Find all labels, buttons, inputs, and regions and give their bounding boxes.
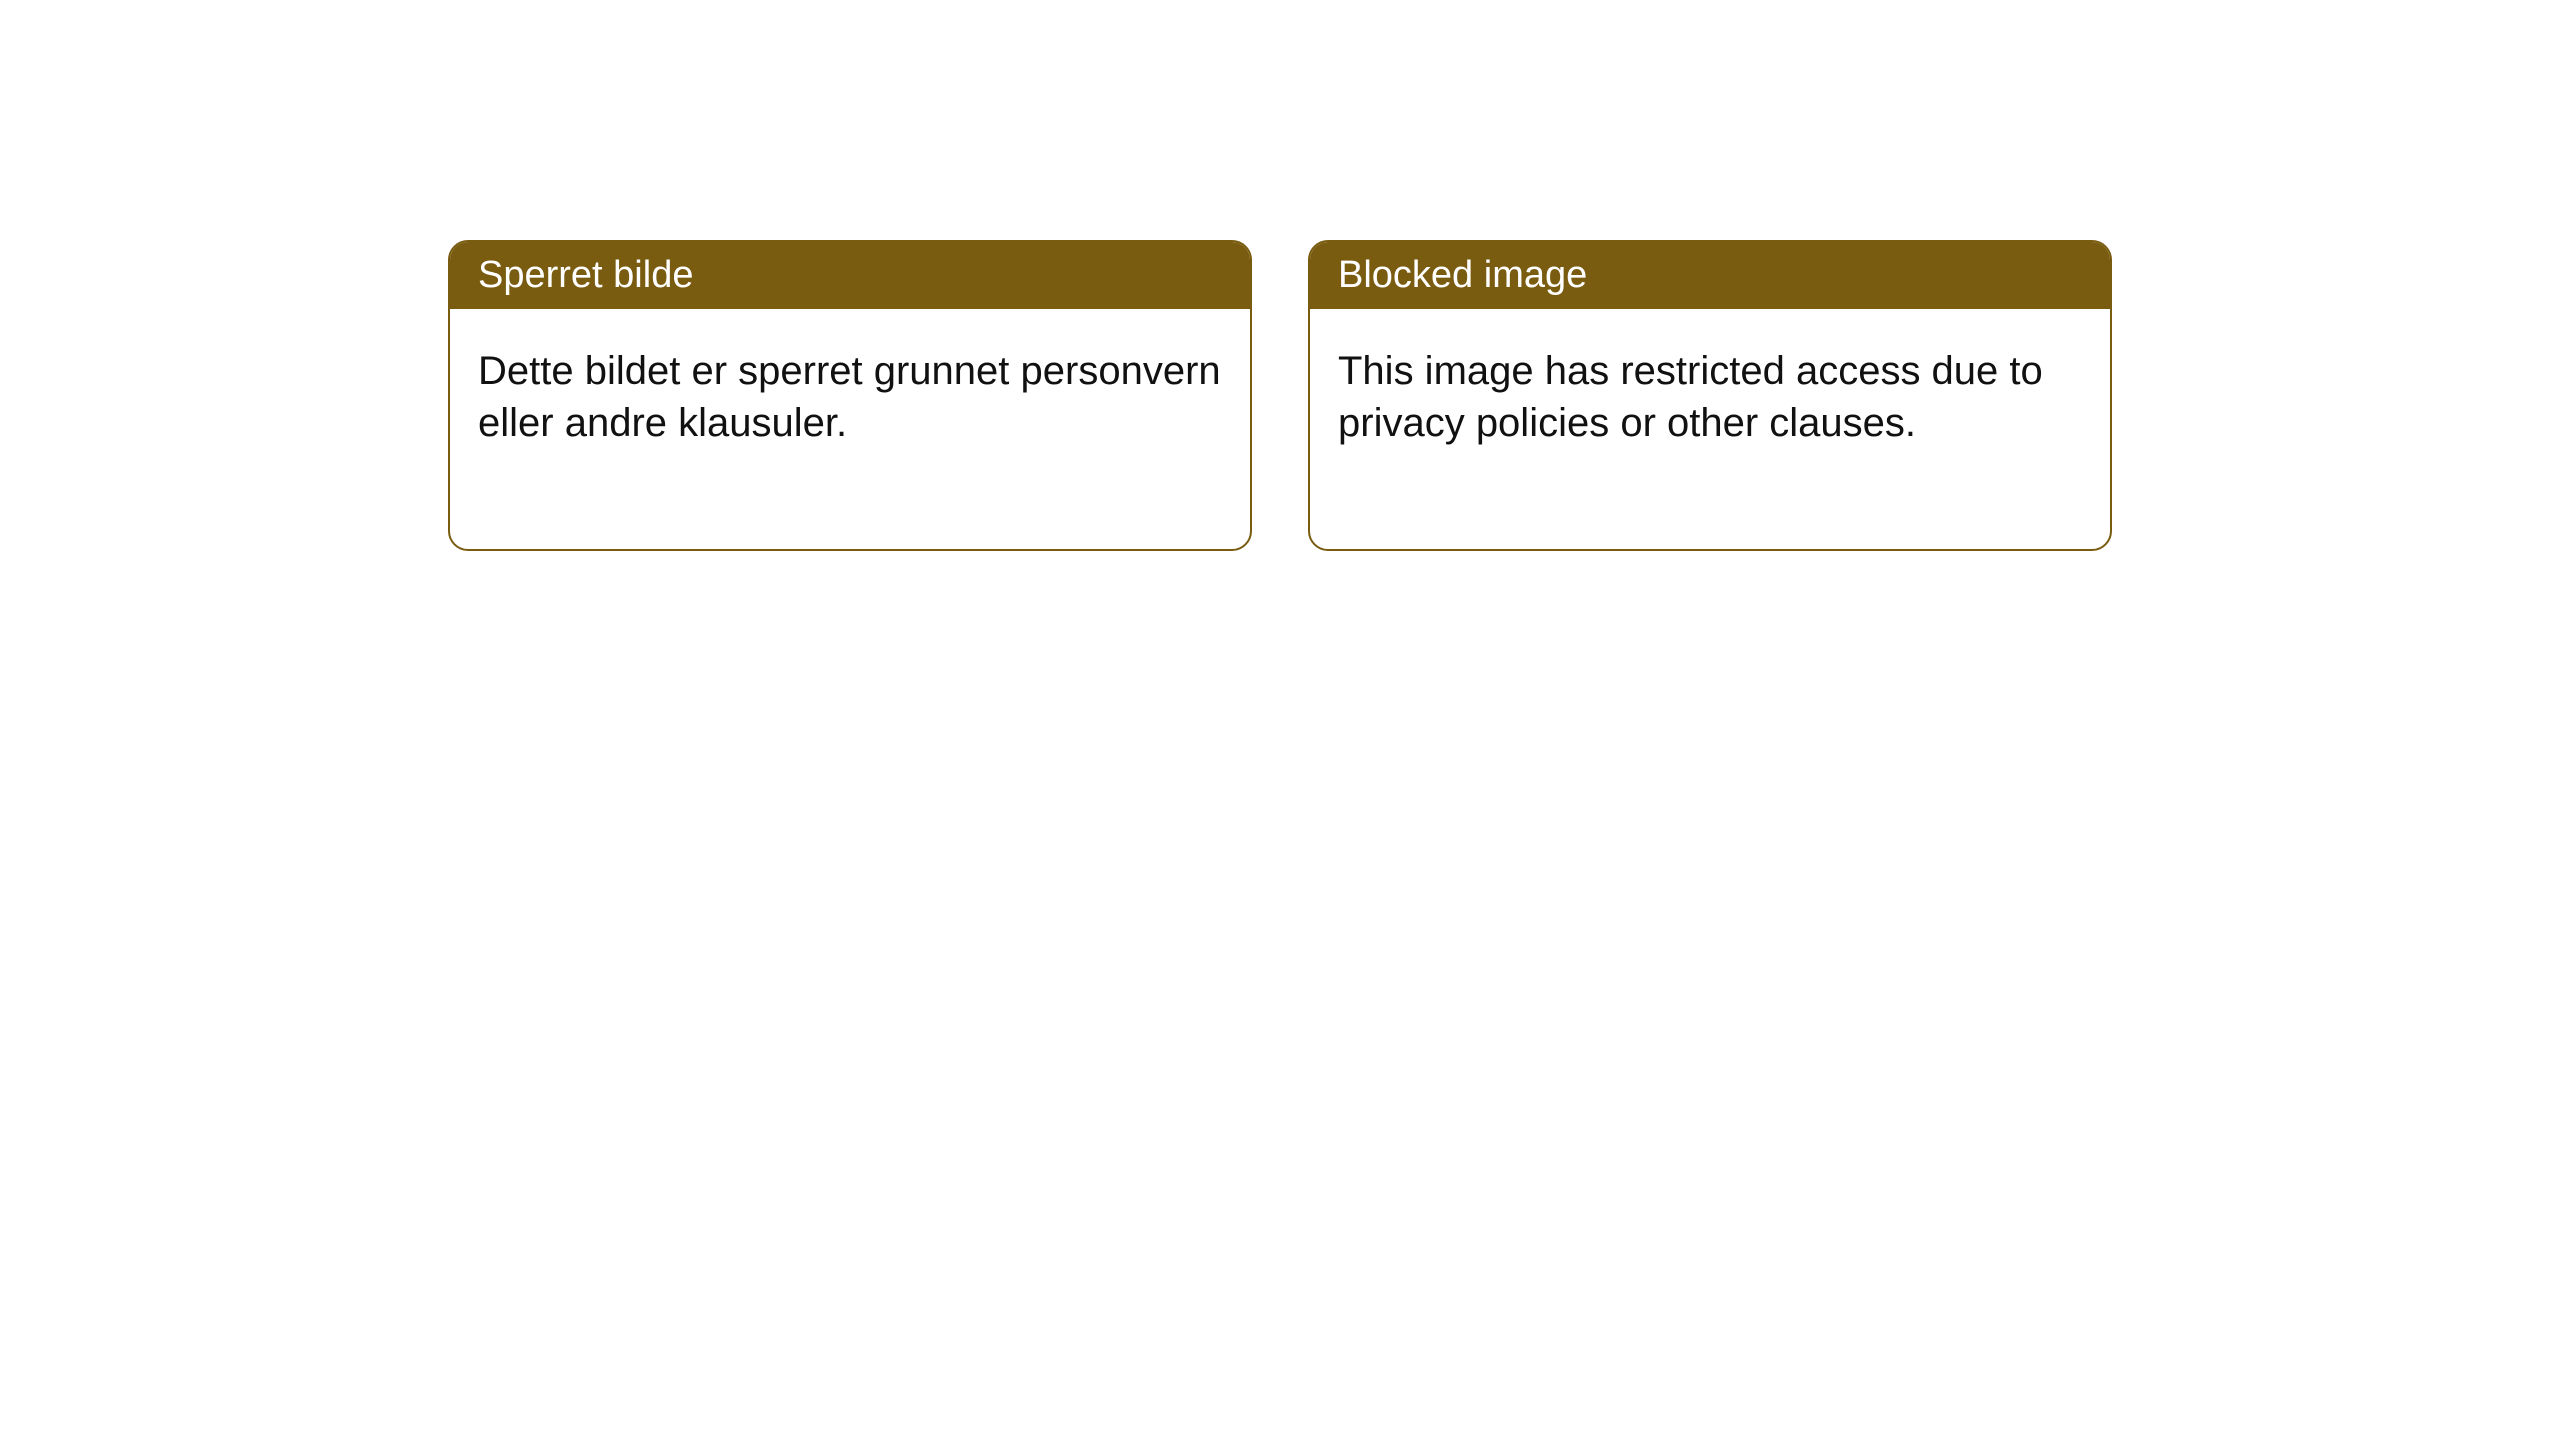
card-header: Sperret bilde xyxy=(450,242,1250,309)
card-title: Blocked image xyxy=(1338,254,1587,296)
notice-card-english: Blocked image This image has restricted … xyxy=(1308,240,2112,551)
card-header: Blocked image xyxy=(1310,242,2110,309)
card-body: This image has restricted access due to … xyxy=(1310,309,2110,549)
card-title: Sperret bilde xyxy=(478,254,693,296)
notice-cards-container: Sperret bilde Dette bildet er sperret gr… xyxy=(0,0,2560,551)
card-body: Dette bildet er sperret grunnet personve… xyxy=(450,309,1250,549)
card-body-text: Dette bildet er sperret grunnet personve… xyxy=(478,349,1221,445)
notice-card-norwegian: Sperret bilde Dette bildet er sperret gr… xyxy=(448,240,1252,551)
card-body-text: This image has restricted access due to … xyxy=(1338,349,2043,445)
